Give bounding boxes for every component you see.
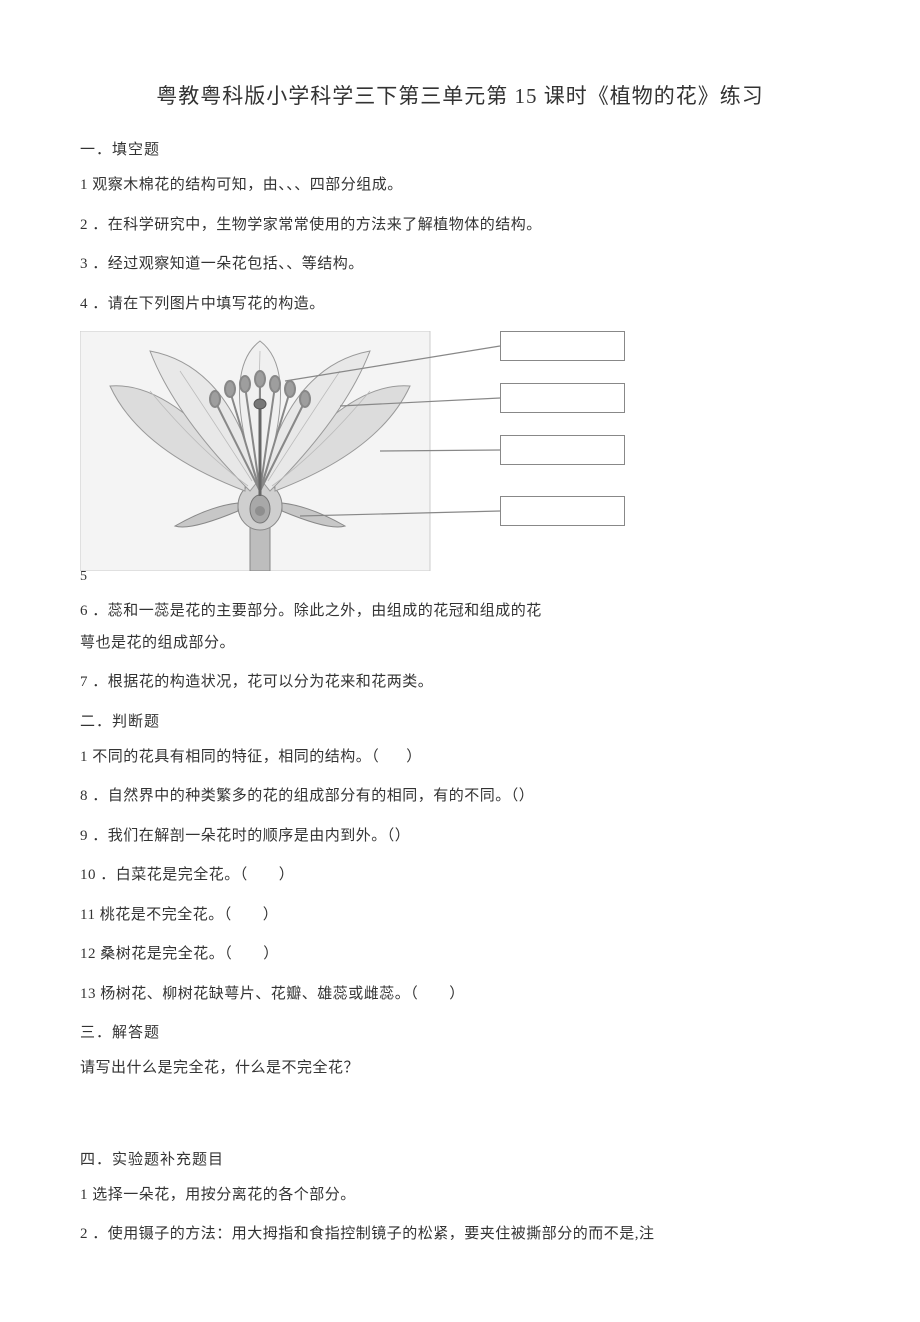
judge-q9: 9 ．我们在解剖一朵花时的顺序是由内到外。（） (80, 824, 840, 850)
answer-q1: 请写出什么是完全花，什么是不完全花？ (80, 1056, 840, 1082)
fill-q1: 1 观察木棉花的结构可知，由、、、四部分组成。 (80, 173, 840, 199)
fill-q6-cont: 萼也是花的组成部分。 (80, 631, 840, 657)
paren-space (379, 749, 406, 765)
page-title: 粤教粤科版小学科学三下第三单元第 15 课时《植物的花》练习 (80, 80, 840, 110)
judge-q1-close: ） (406, 749, 422, 765)
diagram-label-box-1 (500, 331, 625, 361)
judge-q1-text: 1 不同的花具有相同的特征，相同的结构。（ (80, 749, 379, 765)
judge-q10: 10 ．白菜花是完全花。（ ） (80, 863, 840, 889)
fill-q5-marker: 5 (80, 569, 840, 585)
flower-diagram (80, 331, 640, 571)
section-answer-heading: 三．解答题 (80, 1021, 840, 1042)
fill-q6: 6 ．蕊和一蕊是花的主要部分。除此之外，由组成的花冠和组成的花 (80, 599, 840, 625)
fill-q4: 4 ．请在下列图片中填写花的构造。 (80, 292, 840, 318)
section-fill-heading: 一．填空题 (80, 138, 840, 159)
worksheet-page: 粤教粤科版小学科学三下第三单元第 15 课时《植物的花》练习 一．填空题 1 观… (0, 0, 920, 1322)
diagram-label-box-3 (500, 435, 625, 465)
section-exp-heading: 四．实验题补充题目 (80, 1148, 840, 1169)
judge-q11: 11 桃花是不完全花。（ ） (80, 903, 840, 929)
fill-q3: 3 ．经过观察知道一朵花包括、、等结构。 (80, 252, 840, 278)
answer-space (80, 1096, 840, 1136)
fill-q2: 2 ．在科学研究中，生物学家常常使用的方法来了解植物体的结构。 (80, 213, 840, 239)
exp-q2: 2 ．使用镊子的方法：用大拇指和食指控制镜子的松紧，要夹住被撕部分的而不是,注 (80, 1222, 840, 1248)
exp-q1: 1 选择一朵花，用按分离花的各个部分。 (80, 1183, 840, 1209)
diagram-label-box-2 (500, 383, 625, 413)
judge-q8: 8 ．自然界中的种类繁多的花的组成部分有的相同，有的不同。（） (80, 784, 840, 810)
section-judge-heading: 二．判断题 (80, 710, 840, 731)
judge-q12: 12 桑树花是完全花。（ ） (80, 942, 840, 968)
judge-q13: 13 杨树花、柳树花缺萼片、花瓣、雄蕊或雌蕊。（ ） (80, 982, 840, 1008)
judge-q1: 1 不同的花具有相同的特征，相同的结构。（ ） (80, 745, 840, 771)
diagram-label-box-4 (500, 496, 625, 526)
fill-q7: 7 ．根据花的构造状况，花可以分为花来和花两类。 (80, 670, 840, 696)
